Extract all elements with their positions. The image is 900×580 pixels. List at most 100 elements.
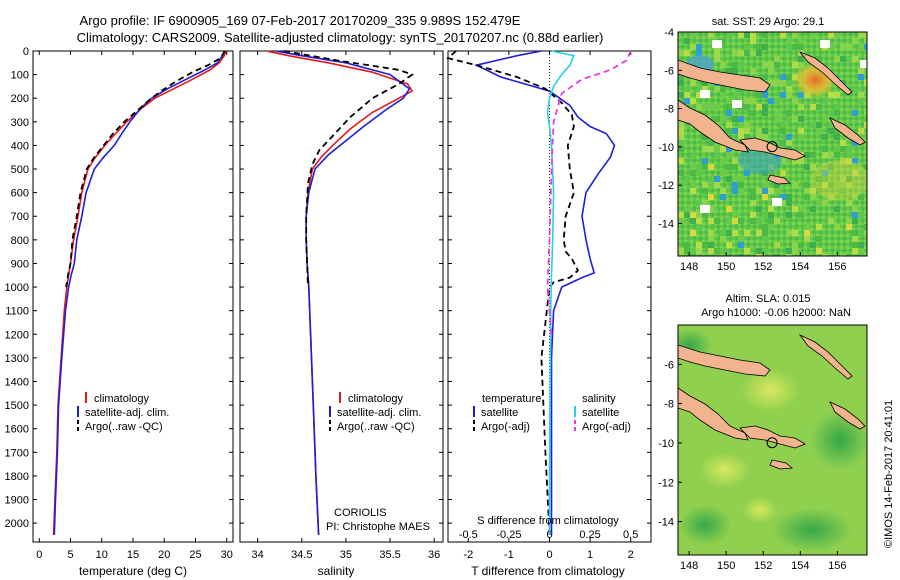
land-new-guinea — [678, 344, 771, 377]
y-tick-label: 500 — [11, 164, 29, 176]
land-islands — [739, 425, 806, 449]
difference-legend: temperature satellite Argo(-adj) salinit… — [473, 393, 631, 433]
sst-longitude-axis: 148 150 152 154 156 — [680, 252, 847, 273]
temperature-xlabel: temperature (deg C) — [79, 564, 187, 578]
salinity-plot-frame — [239, 50, 444, 543]
y-tick-label: 300 — [11, 117, 29, 129]
difference-top-label: S difference from climatology — [477, 515, 619, 527]
legend-t-satellite: satellite — [481, 407, 518, 419]
y-tick-label: 900 — [11, 258, 29, 270]
legend-temperature-header: temperature — [482, 393, 541, 405]
temperature-legend: climatology satellite-adj. clim. Argo(..… — [77, 392, 169, 433]
timestamp-credit: ©IMOS 14-Feb-2017 20:41:01 — [883, 400, 895, 548]
x-tick-label: 35 — [340, 549, 352, 561]
lon-tick-label: 156 — [828, 560, 846, 572]
y-tick-label: 1900 — [5, 495, 29, 507]
y-tick-label: 2000 — [5, 518, 29, 530]
salinity-depth-ticks — [240, 50, 443, 524]
salinity-panel: 34 34.5 35 35.5 36 salinity climatology sate… — [239, 50, 444, 578]
sst-latitude-axis: -4 -6 -8 -10 -12 -14 — [658, 27, 682, 230]
x-tick-label: 34.5 — [291, 549, 312, 561]
sla-field — [678, 325, 867, 555]
sla-latitude-axis: -6 -8 -10 -12 -14 — [658, 359, 682, 529]
x-tick-label: 34 — [252, 549, 264, 561]
lat-tick-label: -12 — [658, 180, 674, 192]
legend-climatology: climatology — [94, 393, 150, 405]
x-tick-label: -1 — [504, 549, 514, 561]
x-tick-label: -2 — [463, 549, 473, 561]
legend-s-argo: Argo(-adj) — [582, 421, 631, 433]
salinity-series — [266, 50, 415, 535]
x-tick-label: 36 — [428, 549, 440, 561]
lat-tick-label: -10 — [658, 142, 674, 154]
series-line-satellite-adj-clim — [275, 50, 411, 535]
y-tick-label: 200 — [11, 93, 29, 105]
y-tick-label: 1500 — [5, 400, 29, 412]
lon-tick-label: 150 — [717, 261, 735, 273]
temperature-plot-frame — [32, 50, 234, 543]
y-tick-label: 1200 — [5, 329, 29, 341]
argo-position-marker — [766, 437, 778, 449]
argo-position-marker — [766, 141, 778, 153]
series-line-satellite — [546, 50, 576, 535]
legend-t-argo: Argo(-adj) — [481, 421, 530, 433]
sst-field — [678, 32, 867, 256]
x-tick-label: 10 — [96, 549, 108, 561]
y-tick-label: 100 — [11, 70, 29, 82]
sla-map-panel: Altim. SLA: 0.015 Argo h1000: -0.06 h200… — [658, 293, 868, 572]
sla-map-subtitle: Argo h1000: -0.06 h2000: NaN — [701, 307, 851, 319]
series-line-satellite — [474, 50, 616, 535]
lon-tick-label: 150 — [717, 560, 735, 572]
difference-x-axis: -2 -1 0 1 2 -0.5 -0.25 0 0.25 0.5 — [459, 51, 638, 561]
lon-tick-label: 156 — [828, 261, 846, 273]
legend-argo: Argo(..raw -QC) — [337, 421, 415, 433]
series-line-argo-raw-qc — [65, 50, 226, 288]
land-solomon — [829, 117, 866, 146]
series-line-satellite-adj-clim — [53, 50, 226, 535]
lon-tick-label: 154 — [791, 261, 809, 273]
land-small-island — [769, 459, 794, 470]
temperature-series — [52, 50, 227, 535]
legend-satellite: satellite-adj. clim. — [337, 407, 421, 419]
x-tick-label: 15 — [127, 549, 139, 561]
lat-tick-label: -4 — [664, 27, 674, 39]
x-tick-label: 30 — [221, 549, 233, 561]
depth-axis: 0 100 200 300 400 500 600 700 800 900 1000 1100 1200… — [5, 46, 233, 530]
org-credit: CORIOLIS — [334, 507, 387, 519]
sla-map-title: Altim. SLA: 0.015 — [726, 293, 811, 305]
x-tick-label: 20 — [158, 549, 170, 561]
lon-tick-label: 148 — [680, 261, 698, 273]
x-tick-label: 35.5 — [379, 549, 400, 561]
lat-tick-label: -10 — [658, 438, 674, 450]
temperature-panel: 0100200300400500600700800900100011001200… — [5, 46, 234, 578]
y-tick-label: 400 — [11, 140, 29, 152]
y-tick-label: 700 — [11, 211, 29, 223]
series-line-argo-raw-qc — [283, 50, 415, 288]
lat-tick-label: -8 — [664, 399, 674, 411]
difference-panel: -2 -1 0 1 2 -0.5 -0.25 0 0.25 0.5 S difference fr… — [446, 50, 652, 578]
y-tick-label: 0 — [23, 46, 29, 58]
lat-tick-label: -8 — [664, 104, 674, 116]
y-tick-label: 1300 — [5, 353, 29, 365]
y-tick-label: 600 — [11, 188, 29, 200]
series-line-argo-adj — [546, 50, 632, 335]
legend-salinity-header: salinity — [582, 393, 616, 405]
top-x-tick-label: 0 — [546, 529, 552, 541]
y-tick-label: 1600 — [5, 424, 29, 436]
land-papua-east — [678, 99, 749, 153]
difference-xlabel: T difference from climatology — [471, 564, 625, 578]
land-small-island — [767, 174, 792, 185]
temperature-x-axis: 0 5 10 15 20 25 30 — [36, 51, 233, 561]
y-tick-label: 1800 — [5, 471, 29, 483]
top-x-tick-label: 0.5 — [623, 529, 638, 541]
header-line1: Argo profile: IF 6900905_169 07-Feb-2017… — [80, 13, 521, 28]
legend-s-satellite: satellite — [582, 407, 619, 419]
lat-tick-label: -14 — [658, 218, 674, 230]
lat-tick-label: -12 — [658, 477, 674, 489]
lon-tick-label: 154 — [791, 560, 809, 572]
land-new-ireland — [798, 51, 853, 96]
sst-map-panel: sat. SST: 29 Argo: 29.1 148 150 152 154 156 … — [658, 16, 868, 273]
sla-longitude-axis: 148 150 152 154 156 — [680, 551, 847, 572]
x-tick-label: 0 — [546, 549, 552, 561]
x-tick-label: 1 — [587, 549, 593, 561]
